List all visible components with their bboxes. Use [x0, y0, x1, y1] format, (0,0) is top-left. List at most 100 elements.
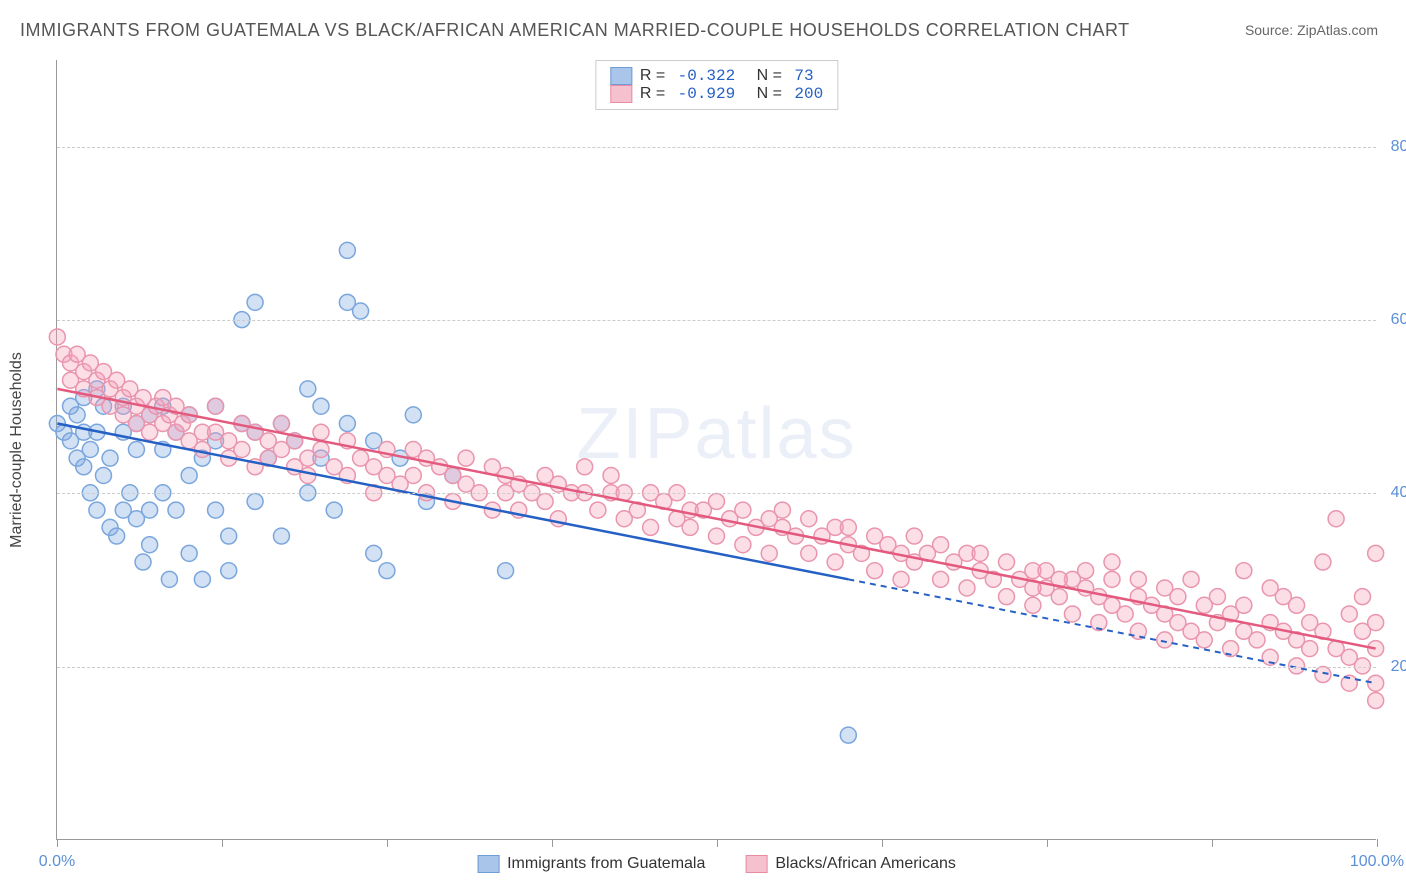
- data-point: [194, 571, 210, 587]
- data-point: [933, 571, 949, 587]
- bottom-legend-item-1: Blacks/African Americans: [745, 855, 956, 873]
- y-tick-label: 40.0%: [1381, 484, 1406, 502]
- data-point: [603, 467, 619, 483]
- data-point: [208, 502, 224, 518]
- data-point: [893, 571, 909, 587]
- y-tick-label: 20.0%: [1381, 658, 1406, 676]
- data-point: [326, 502, 342, 518]
- data-point: [840, 727, 856, 743]
- bottom-legend: Immigrants from Guatemala Blacks/African…: [477, 855, 956, 873]
- data-point: [95, 467, 111, 483]
- n-label-0: N =: [743, 67, 786, 85]
- data-point: [1328, 511, 1344, 527]
- data-point: [959, 580, 975, 596]
- data-point: [577, 459, 593, 475]
- n-value-1: 200: [794, 85, 823, 103]
- data-point: [313, 442, 329, 458]
- data-point: [1236, 563, 1252, 579]
- data-point: [840, 519, 856, 535]
- data-point: [1209, 589, 1225, 605]
- r-value-0: -0.322: [678, 67, 736, 85]
- data-point: [247, 294, 263, 310]
- data-point: [181, 545, 197, 561]
- data-point: [1117, 606, 1133, 622]
- x-tick: [552, 839, 553, 847]
- data-point: [1157, 580, 1173, 596]
- data-point: [1025, 597, 1041, 613]
- data-point: [247, 493, 263, 509]
- data-point: [1262, 580, 1278, 596]
- data-point: [1315, 554, 1331, 570]
- gridline-h: [57, 667, 1376, 668]
- y-tick-label: 60.0%: [1381, 311, 1406, 329]
- x-tick: [882, 839, 883, 847]
- data-point: [168, 502, 184, 518]
- data-point: [181, 467, 197, 483]
- data-point: [128, 442, 144, 458]
- x-tick: [387, 839, 388, 847]
- data-point: [590, 502, 606, 518]
- data-point: [69, 407, 85, 423]
- data-point: [102, 450, 118, 466]
- data-point: [1289, 597, 1305, 613]
- data-point: [405, 407, 421, 423]
- x-tick: [57, 839, 58, 847]
- data-point: [76, 459, 92, 475]
- bottom-label-0: Immigrants from Guatemala: [507, 855, 705, 873]
- data-point: [142, 537, 158, 553]
- x-tick: [717, 839, 718, 847]
- data-point: [273, 528, 289, 544]
- x-tick-label: 100.0%: [1350, 853, 1404, 871]
- gridline-h: [57, 493, 1376, 494]
- data-point: [366, 545, 382, 561]
- data-point: [161, 571, 177, 587]
- data-point: [1249, 632, 1265, 648]
- data-point: [379, 563, 395, 579]
- data-point: [82, 442, 98, 458]
- chart-area: Married-couple Households ZIPatlas R = -…: [56, 60, 1376, 840]
- x-tick: [1047, 839, 1048, 847]
- data-point: [498, 563, 514, 579]
- data-point: [801, 511, 817, 527]
- data-point: [339, 242, 355, 258]
- stats-row-1: R = -0.929 N = 200: [610, 85, 823, 103]
- data-point: [353, 303, 369, 319]
- data-point: [933, 537, 949, 553]
- data-point: [709, 493, 725, 509]
- data-point: [1368, 615, 1384, 631]
- data-point: [709, 528, 725, 544]
- data-point: [273, 416, 289, 432]
- data-point: [142, 502, 158, 518]
- n-label-1: N =: [743, 85, 786, 103]
- data-point: [774, 502, 790, 518]
- data-point: [221, 563, 237, 579]
- stats-row-0: R = -0.322 N = 73: [610, 67, 823, 85]
- r-label-0: R =: [640, 67, 670, 85]
- data-point: [682, 519, 698, 535]
- chart-title: IMMIGRANTS FROM GUATEMALA VS BLACK/AFRIC…: [20, 20, 1130, 41]
- data-point: [643, 519, 659, 535]
- stats-legend: R = -0.322 N = 73 R = -0.929 N = 200: [595, 60, 838, 110]
- data-point: [1302, 641, 1318, 657]
- data-point: [313, 398, 329, 414]
- data-point: [1051, 589, 1067, 605]
- data-point: [1341, 606, 1357, 622]
- data-point: [906, 528, 922, 544]
- data-point: [1130, 571, 1146, 587]
- data-point: [1368, 545, 1384, 561]
- x-tick: [1212, 839, 1213, 847]
- data-point: [313, 424, 329, 440]
- data-point: [827, 554, 843, 570]
- data-point: [1183, 571, 1199, 587]
- data-point: [999, 589, 1015, 605]
- x-tick: [1377, 839, 1378, 847]
- data-point: [1064, 606, 1080, 622]
- data-point: [208, 398, 224, 414]
- data-point: [49, 329, 65, 345]
- data-point: [1104, 554, 1120, 570]
- bottom-label-1: Blacks/African Americans: [775, 855, 956, 873]
- data-point: [761, 545, 777, 561]
- y-tick-label: 80.0%: [1381, 138, 1406, 156]
- x-tick: [222, 839, 223, 847]
- data-point: [735, 502, 751, 518]
